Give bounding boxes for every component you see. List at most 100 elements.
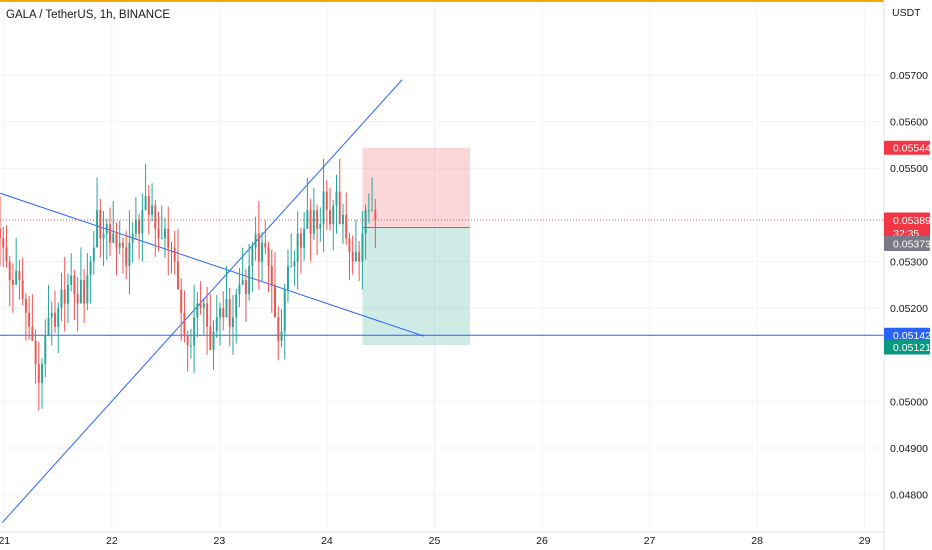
candle-body — [371, 210, 374, 212]
y-tick-label: 0.05200 — [890, 303, 928, 315]
candle-body — [105, 224, 108, 234]
candle-body — [251, 247, 254, 267]
candle-body — [189, 345, 192, 347]
candle — [248, 243, 251, 301]
stop-loss-zone[interactable] — [362, 147, 470, 228]
candle-body — [361, 233, 364, 262]
candle-body — [96, 210, 99, 248]
candle-body — [209, 326, 212, 351]
candle — [134, 197, 137, 241]
candle — [290, 233, 293, 268]
target-price-tag: 0.05121 — [893, 342, 931, 354]
candle-body — [170, 247, 173, 249]
candle-body — [231, 317, 234, 327]
candle — [374, 199, 377, 248]
candle-body — [109, 224, 111, 243]
candle — [228, 287, 231, 347]
candle — [21, 257, 24, 306]
candle-body — [296, 233, 299, 262]
candle — [180, 278, 183, 341]
candle — [189, 328, 192, 359]
x-tick-label: 28 — [751, 535, 763, 547]
candle-body — [186, 336, 189, 346]
candle-body — [309, 210, 312, 234]
y-tick-label: 0.05300 — [890, 257, 928, 269]
candle-body — [215, 317, 218, 332]
candle-body — [358, 252, 361, 262]
candle — [86, 253, 89, 311]
candle — [335, 174, 338, 234]
candle — [219, 302, 221, 346]
candle-body — [28, 312, 31, 327]
candle — [167, 206, 170, 276]
candle-body — [228, 298, 231, 327]
candle-body — [303, 228, 306, 248]
candle-body — [99, 210, 102, 239]
trendline-descending[interactable] — [0, 140, 424, 337]
candle-body — [264, 242, 267, 248]
candle-body — [83, 280, 86, 304]
candle — [50, 301, 53, 346]
candle — [154, 199, 157, 257]
y-tick-label: 0.05500 — [890, 163, 928, 175]
candle — [63, 256, 66, 332]
candle — [193, 284, 196, 374]
candle-body — [261, 242, 264, 262]
x-tick-label: 29 — [859, 535, 871, 547]
x-tick-label: 27 — [644, 535, 656, 547]
candle — [170, 241, 173, 274]
candle — [115, 222, 118, 276]
candle-body — [102, 233, 105, 239]
candle-body — [0, 228, 1, 239]
candle-body — [138, 219, 141, 234]
candle — [345, 192, 348, 245]
candle — [176, 228, 179, 290]
candle-body — [319, 224, 322, 229]
top-accent-bar — [0, 0, 884, 2]
entry-price-tag: 0.05373 — [893, 238, 931, 250]
hline-price-tag-bg — [884, 327, 930, 343]
candle — [254, 216, 257, 261]
candle-body — [125, 247, 128, 267]
candle — [76, 277, 79, 332]
take-profit-zone[interactable] — [362, 227, 470, 345]
candle — [283, 283, 286, 360]
candle — [316, 204, 319, 255]
candle-body — [157, 228, 160, 239]
candle-body — [277, 317, 280, 341]
candle — [225, 266, 228, 318]
candle — [112, 200, 115, 243]
candle — [54, 290, 56, 334]
candle — [57, 302, 60, 353]
candle-body — [31, 326, 34, 341]
candle — [151, 183, 154, 222]
candle — [312, 187, 315, 241]
y-tick-label: 0.05600 — [890, 117, 928, 129]
candle-body — [24, 298, 27, 313]
candle — [66, 273, 69, 324]
candle — [92, 230, 95, 275]
candle-body — [306, 210, 309, 229]
candle — [173, 230, 176, 275]
stop-price-tag: 0.05544 — [893, 143, 931, 155]
candle — [358, 240, 361, 282]
candle-body — [79, 280, 82, 304]
candle-body — [219, 308, 221, 318]
candle-body — [206, 303, 209, 327]
trendline-ascending[interactable] — [1, 79, 403, 524]
candle — [89, 255, 92, 304]
candle-body — [164, 228, 166, 239]
candle — [303, 212, 306, 261]
candle-body — [44, 336, 47, 365]
candle-body — [86, 275, 89, 304]
stop-price-tag-bg — [884, 140, 930, 155]
candle-body — [345, 214, 348, 239]
candle-body — [141, 210, 144, 234]
candle-body — [241, 280, 244, 285]
candle — [37, 341, 40, 411]
candle — [299, 227, 302, 274]
candle — [8, 255, 11, 307]
candle — [24, 293, 27, 341]
